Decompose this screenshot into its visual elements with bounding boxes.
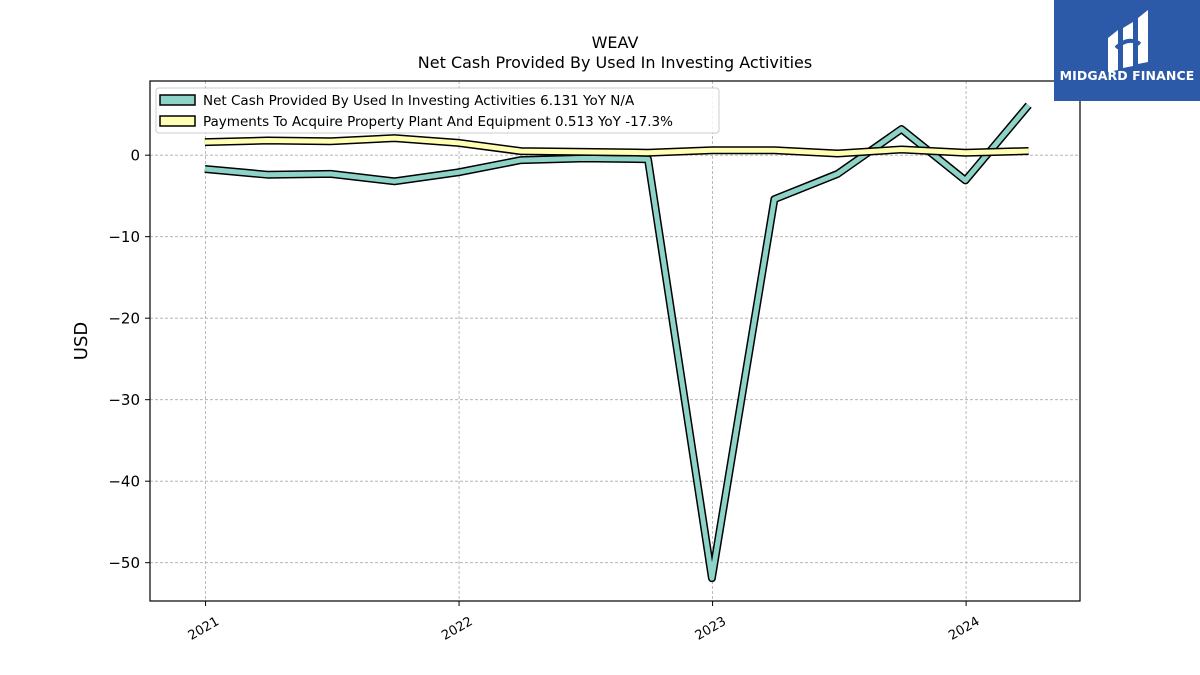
legend-swatch-net-cash bbox=[159, 94, 196, 106]
brand-name: MIDGARD FINANCE bbox=[1059, 68, 1195, 83]
series-lines bbox=[204, 102, 1032, 583]
legend-label-net-cash: Net Cash Provided By Used In Investing A… bbox=[203, 93, 635, 109]
legend-box bbox=[155, 87, 720, 134]
series-capex-line bbox=[204, 135, 1029, 156]
chart-title: WEAV bbox=[592, 33, 639, 52]
y-tick-label: −40 bbox=[108, 473, 140, 491]
x-tick-label: 2022 bbox=[439, 614, 475, 644]
y-tick-label: 0 bbox=[130, 147, 140, 165]
logo-mark-icon bbox=[1108, 10, 1148, 72]
plot-frame bbox=[149, 80, 1081, 602]
legend: Net Cash Provided By Used In Investing A… bbox=[155, 87, 720, 134]
legend-swatch-capex bbox=[159, 115, 196, 127]
y-axis-label: USD bbox=[71, 322, 92, 360]
y-tick-label: −30 bbox=[108, 391, 140, 409]
brand-logo: MIDGARD FINANCE bbox=[1054, 0, 1200, 101]
y-axis-ticks: 0 −10 −20 −30 −40 −50 bbox=[108, 147, 150, 572]
x-tick-label: 2021 bbox=[186, 614, 222, 644]
series-net-cash-line bbox=[204, 103, 1031, 581]
x-tick-label: 2023 bbox=[693, 614, 729, 644]
chart-subtitle: Net Cash Provided By Used In Investing A… bbox=[418, 53, 812, 72]
x-axis-ticks: 2021 2022 2023 2024 bbox=[186, 601, 982, 644]
y-tick-label: −10 bbox=[108, 228, 140, 246]
legend-label-capex: Payments To Acquire Property Plant And E… bbox=[203, 114, 673, 130]
y-tick-label: −20 bbox=[108, 310, 140, 328]
y-tick-label: −50 bbox=[108, 554, 140, 572]
x-tick-label: 2024 bbox=[946, 614, 982, 644]
